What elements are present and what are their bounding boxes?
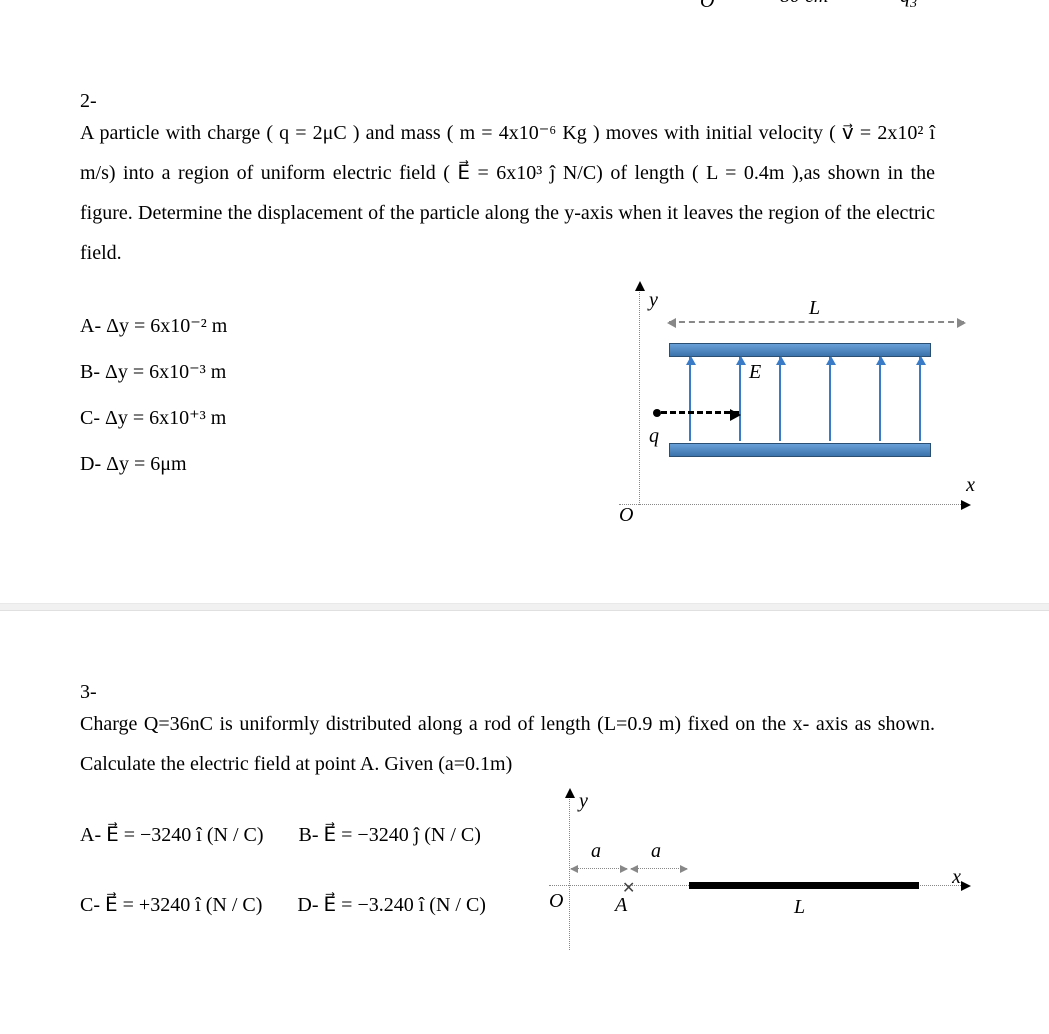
frag-cm: 80 cm	[780, 0, 828, 8]
top-fragment: O 80 cm q3	[80, 0, 969, 40]
dim-a1	[571, 868, 627, 869]
label-A: A	[615, 894, 627, 917]
label-y: y	[579, 790, 588, 813]
label-x: x	[952, 866, 961, 889]
q3-ans-B: B- E⃗ = −3240 ĵ (N / C)	[299, 815, 481, 855]
q3-ans-A: A- E⃗ = −3240 î (N / C)	[80, 815, 264, 855]
label-O: O	[549, 890, 563, 913]
field-arrow-icon	[739, 357, 741, 441]
dim-a2	[631, 868, 687, 869]
q2-answers: A- Δy = 6x10⁻² m B- Δy = 6x10⁻³ m C- Δy …	[80, 303, 579, 487]
velocity-arrow-icon	[661, 411, 739, 414]
frag-O: O	[700, 0, 714, 13]
q2-ans-D: D- Δy = 6μm	[80, 441, 579, 487]
q2-ans-A: A- Δy = 6x10⁻² m	[80, 303, 579, 349]
q2-number: 2-	[80, 90, 110, 113]
q3-ans-C: C- E⃗ = +3240 î (N / C)	[80, 885, 262, 925]
label-E: E⃗	[749, 361, 777, 384]
field-arrow-icon	[879, 357, 881, 441]
label-O: O	[619, 504, 633, 527]
q2-ans-C: C- Δy = 6x10⁺³ m	[80, 395, 579, 441]
label-L: L	[809, 297, 820, 320]
q3-ans-D: D- E⃗ = −3.240 î (N / C)	[297, 885, 486, 925]
label-x: x	[966, 474, 975, 497]
field-arrow-icon	[689, 357, 691, 441]
page: O 80 cm q3 2- A particle with charge ( q…	[0, 0, 1049, 990]
bottom-plate	[669, 443, 931, 457]
question-3: 3- Charge Q=36nC is uniformly distribute…	[80, 681, 969, 950]
q3-text: Charge Q=36nC is uniformly distributed a…	[80, 704, 935, 784]
label-y: y	[649, 289, 658, 312]
field-arrow-icon	[779, 357, 781, 441]
field-arrow-icon	[919, 357, 921, 441]
label-a1: a	[591, 840, 601, 863]
rod	[689, 882, 919, 889]
question-2: 2- A particle with charge ( q = 2μC ) an…	[80, 90, 969, 523]
top-plate	[669, 343, 931, 357]
length-L-line	[669, 321, 964, 323]
field-arrow-icon	[829, 357, 831, 441]
label-q: q	[649, 425, 659, 448]
q2-text: A particle with charge ( q = 2μC ) and m…	[80, 113, 935, 273]
q2-ans-B: B- Δy = 6x10⁻³ m	[80, 349, 579, 395]
y-axis-icon	[639, 283, 640, 505]
x-axis-icon	[619, 504, 969, 505]
label-a2: a	[651, 840, 661, 863]
q3-number: 3-	[80, 681, 110, 704]
q3-figure: ✕ y a a x O A L	[549, 790, 969, 950]
q3-answers: A- E⃗ = −3240 î (N / C) B- E⃗ = −3240 ĵ …	[80, 815, 519, 925]
label-L: L	[794, 896, 805, 919]
page-separator	[0, 603, 1049, 611]
frag-q3: q3	[900, 0, 917, 12]
q2-figure: y L E⃗ q O x	[609, 283, 969, 523]
